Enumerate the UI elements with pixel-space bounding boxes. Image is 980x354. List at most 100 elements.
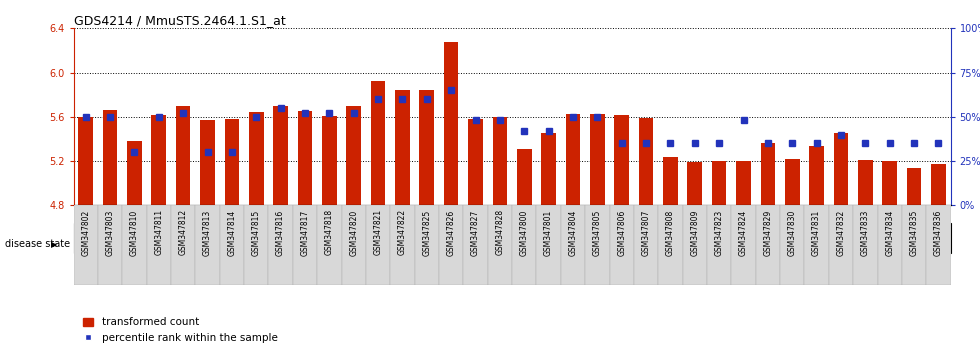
FancyBboxPatch shape xyxy=(634,205,659,285)
Bar xyxy=(493,117,508,205)
Bar xyxy=(103,110,118,205)
Text: GSM347822: GSM347822 xyxy=(398,209,407,256)
FancyBboxPatch shape xyxy=(610,205,634,285)
FancyBboxPatch shape xyxy=(780,205,805,285)
Text: GSM347805: GSM347805 xyxy=(593,209,602,256)
FancyBboxPatch shape xyxy=(707,205,731,285)
Text: GSM347827: GSM347827 xyxy=(471,209,480,256)
FancyBboxPatch shape xyxy=(464,205,488,285)
Bar xyxy=(590,114,605,205)
Text: GSM347833: GSM347833 xyxy=(860,209,870,256)
FancyBboxPatch shape xyxy=(269,205,293,285)
FancyBboxPatch shape xyxy=(74,205,98,285)
FancyBboxPatch shape xyxy=(318,205,341,285)
Bar xyxy=(370,81,385,205)
Text: GSM347811: GSM347811 xyxy=(154,209,164,256)
Text: GSM347835: GSM347835 xyxy=(909,209,918,256)
Text: ▶: ▶ xyxy=(51,240,58,249)
Bar xyxy=(834,133,849,205)
FancyBboxPatch shape xyxy=(805,205,829,285)
FancyBboxPatch shape xyxy=(877,205,902,285)
FancyBboxPatch shape xyxy=(731,205,756,285)
Text: GSM347825: GSM347825 xyxy=(422,209,431,256)
Bar xyxy=(906,168,921,205)
Bar xyxy=(152,115,166,205)
Text: GSM347824: GSM347824 xyxy=(739,209,748,256)
Bar xyxy=(346,106,361,205)
Legend: transformed count, percentile rank within the sample: transformed count, percentile rank withi… xyxy=(78,313,281,347)
Bar xyxy=(931,164,946,205)
FancyBboxPatch shape xyxy=(244,205,269,285)
Bar xyxy=(785,159,800,205)
FancyBboxPatch shape xyxy=(512,205,536,285)
Bar xyxy=(419,90,434,205)
FancyBboxPatch shape xyxy=(341,205,366,285)
FancyBboxPatch shape xyxy=(829,205,854,285)
FancyBboxPatch shape xyxy=(74,223,512,253)
Bar xyxy=(322,116,337,205)
Text: disease state: disease state xyxy=(5,239,70,249)
FancyBboxPatch shape xyxy=(122,205,147,285)
Text: GSM347814: GSM347814 xyxy=(227,209,236,256)
Bar xyxy=(565,114,580,205)
Bar xyxy=(78,117,93,205)
FancyBboxPatch shape xyxy=(902,205,926,285)
Bar xyxy=(711,161,726,205)
Bar xyxy=(175,106,190,205)
Text: GSM347806: GSM347806 xyxy=(617,209,626,256)
Text: GSM347812: GSM347812 xyxy=(178,209,187,256)
Text: GSM347807: GSM347807 xyxy=(642,209,651,256)
FancyBboxPatch shape xyxy=(415,205,439,285)
Bar xyxy=(298,111,313,205)
Bar xyxy=(444,41,459,205)
Bar xyxy=(516,149,531,205)
FancyBboxPatch shape xyxy=(98,205,122,285)
Text: GSM347804: GSM347804 xyxy=(568,209,577,256)
FancyBboxPatch shape xyxy=(926,205,951,285)
Bar xyxy=(760,143,775,205)
Text: GSM347821: GSM347821 xyxy=(373,209,382,256)
Bar xyxy=(395,90,410,205)
Text: GSM347828: GSM347828 xyxy=(495,209,505,256)
Bar xyxy=(273,106,288,205)
Text: GSM347815: GSM347815 xyxy=(252,209,261,256)
Text: GSM347831: GSM347831 xyxy=(812,209,821,256)
Text: GSM347826: GSM347826 xyxy=(447,209,456,256)
FancyBboxPatch shape xyxy=(756,205,780,285)
Text: GSM347813: GSM347813 xyxy=(203,209,212,256)
Text: GSM347834: GSM347834 xyxy=(885,209,894,256)
FancyBboxPatch shape xyxy=(390,205,415,285)
FancyBboxPatch shape xyxy=(585,205,610,285)
Text: GSM347820: GSM347820 xyxy=(349,209,358,256)
Bar xyxy=(541,133,556,205)
Text: GSM347802: GSM347802 xyxy=(81,209,90,256)
Bar xyxy=(200,120,215,205)
Text: healthy control: healthy control xyxy=(251,233,335,243)
FancyBboxPatch shape xyxy=(561,205,585,285)
Bar xyxy=(736,161,751,205)
Text: GSM347808: GSM347808 xyxy=(666,209,675,256)
Text: GSM347832: GSM347832 xyxy=(837,209,846,256)
FancyBboxPatch shape xyxy=(195,205,220,285)
FancyBboxPatch shape xyxy=(147,205,171,285)
FancyBboxPatch shape xyxy=(854,205,877,285)
FancyBboxPatch shape xyxy=(366,205,390,285)
Bar xyxy=(224,119,239,205)
FancyBboxPatch shape xyxy=(659,205,683,285)
Text: GDS4214 / MmuSTS.2464.1.S1_at: GDS4214 / MmuSTS.2464.1.S1_at xyxy=(74,14,285,27)
FancyBboxPatch shape xyxy=(439,205,464,285)
Text: GSM347817: GSM347817 xyxy=(301,209,310,256)
Text: GSM347809: GSM347809 xyxy=(690,209,700,256)
Text: GSM347800: GSM347800 xyxy=(519,209,529,256)
Text: GSM347829: GSM347829 xyxy=(763,209,772,256)
Text: GSM347836: GSM347836 xyxy=(934,209,943,256)
Text: SIV encephalitis: SIV encephalitis xyxy=(687,233,776,243)
Text: GSM347823: GSM347823 xyxy=(714,209,723,256)
Text: GSM347810: GSM347810 xyxy=(130,209,139,256)
Bar xyxy=(687,162,702,205)
FancyBboxPatch shape xyxy=(512,223,951,253)
Text: GSM347803: GSM347803 xyxy=(106,209,115,256)
Text: GSM347801: GSM347801 xyxy=(544,209,553,256)
FancyBboxPatch shape xyxy=(293,205,318,285)
Bar xyxy=(663,156,678,205)
